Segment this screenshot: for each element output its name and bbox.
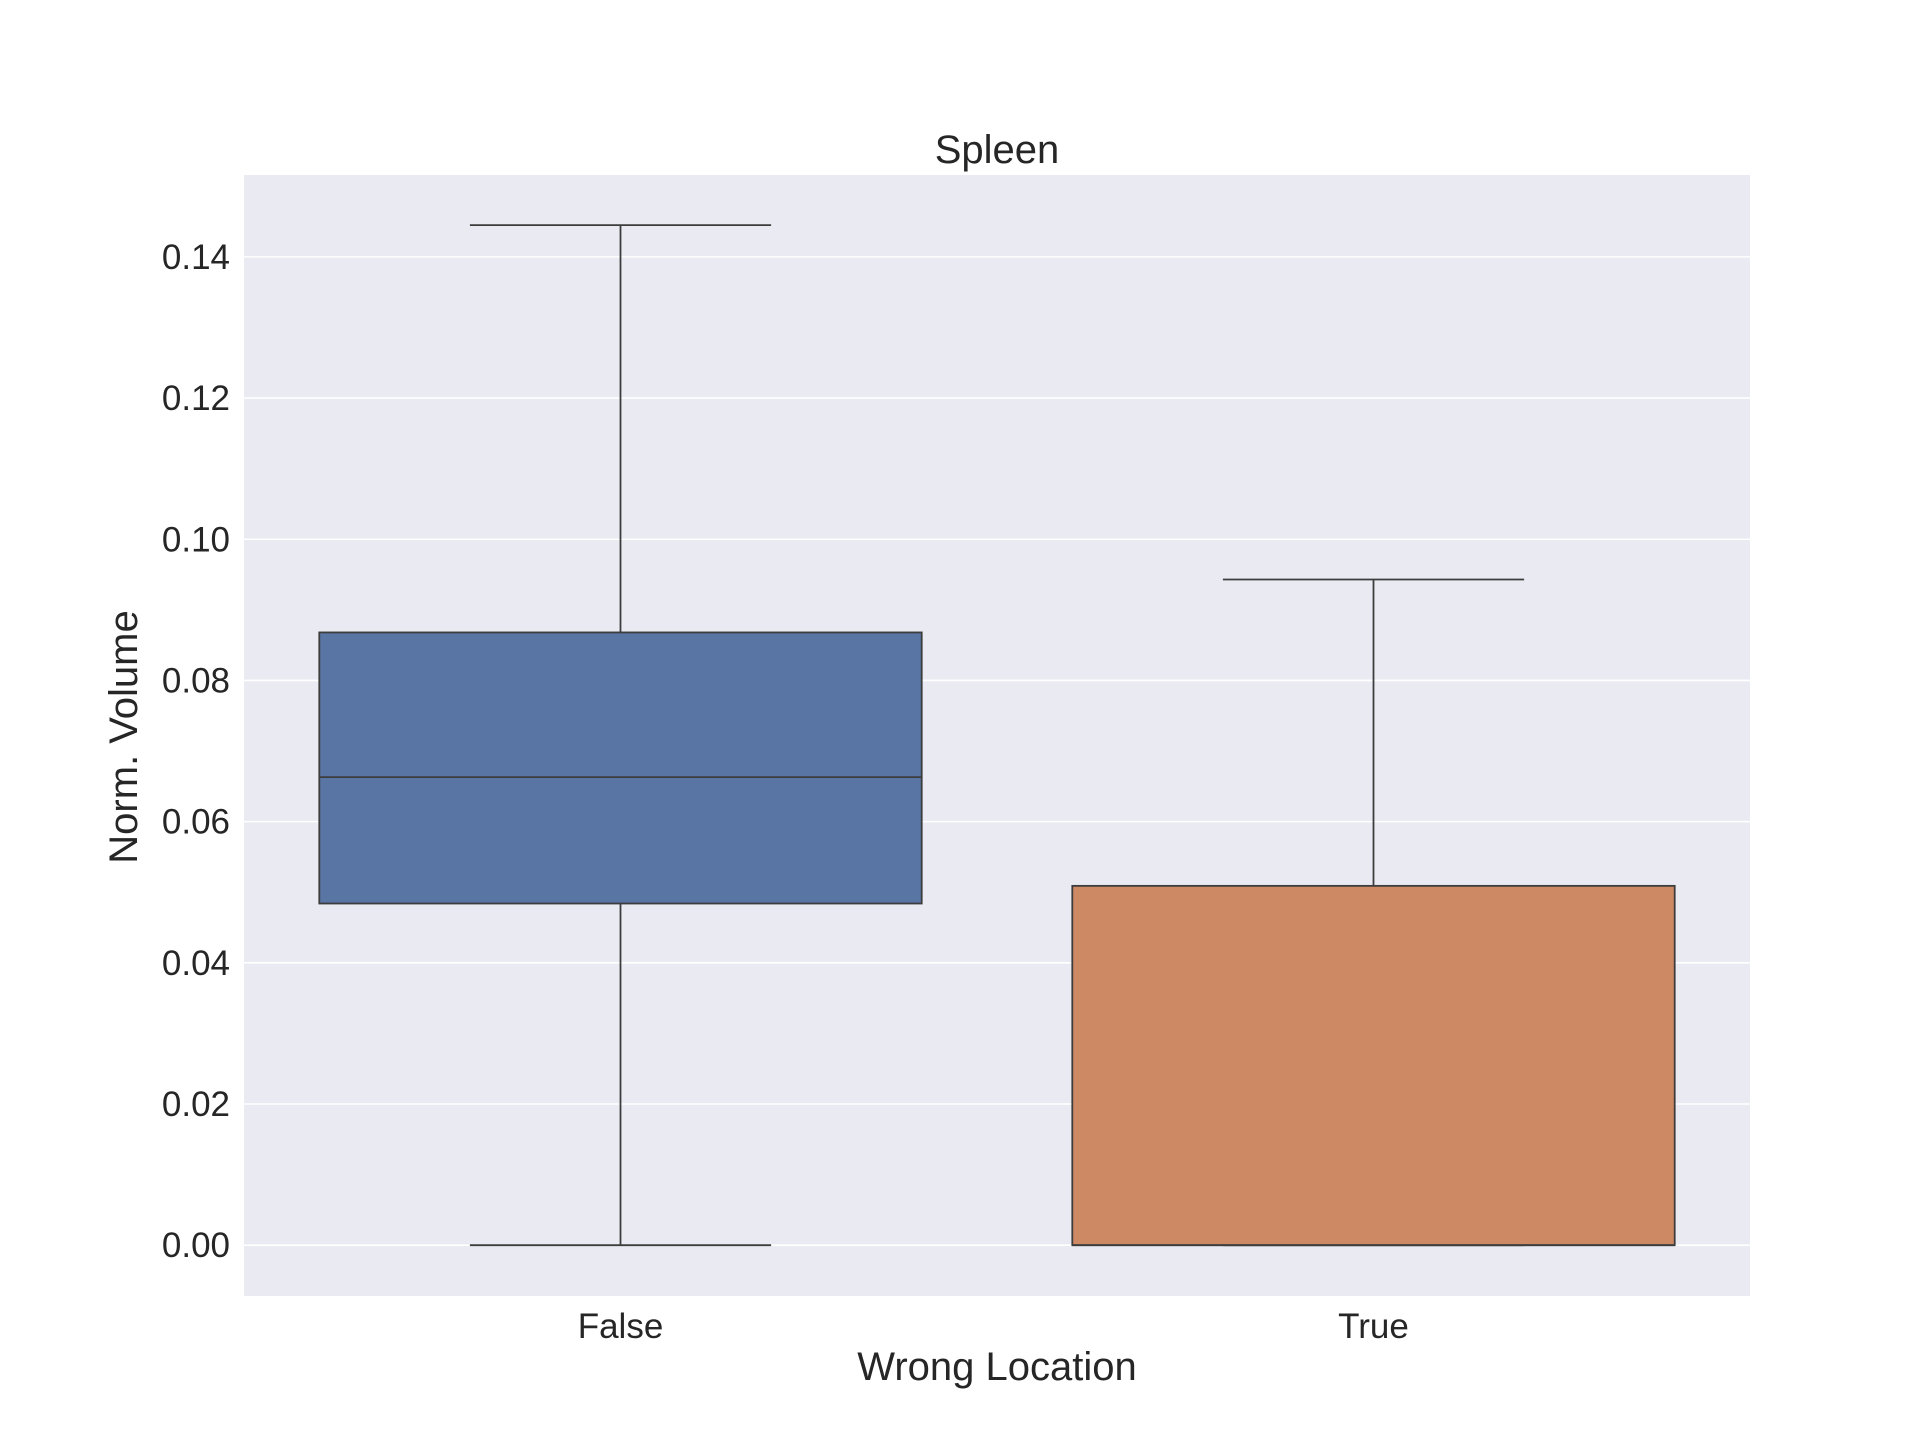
chart-title: Spleen bbox=[935, 128, 1060, 172]
y-tick-label: 0.00 bbox=[162, 1226, 230, 1265]
x-tick-label: True bbox=[1338, 1307, 1409, 1346]
box-group bbox=[1071, 578, 1676, 1247]
x-axis-ticks: False True bbox=[578, 1307, 1409, 1346]
y-tick-label: 0.04 bbox=[162, 944, 230, 983]
y-tick-label: 0.06 bbox=[162, 803, 230, 842]
x-tick-label: False bbox=[578, 1307, 664, 1346]
box-iqr bbox=[1071, 884, 1676, 1247]
y-tick-label: 0.10 bbox=[162, 520, 230, 559]
y-axis-label: Norm. Volume bbox=[102, 610, 146, 863]
box-group bbox=[318, 224, 923, 1247]
box-iqr bbox=[318, 631, 923, 905]
y-tick-label: 0.14 bbox=[162, 238, 230, 277]
x-axis-label: Wrong Location bbox=[857, 1345, 1136, 1389]
y-tick-label: 0.12 bbox=[162, 379, 230, 418]
y-axis-ticks: 0.00 0.02 0.04 0.06 0.08 0.10 0.12 0.14 bbox=[162, 238, 230, 1265]
y-tick-label: 0.08 bbox=[162, 661, 230, 700]
y-tick-label: 0.02 bbox=[162, 1085, 230, 1124]
box-series bbox=[318, 224, 1676, 1247]
